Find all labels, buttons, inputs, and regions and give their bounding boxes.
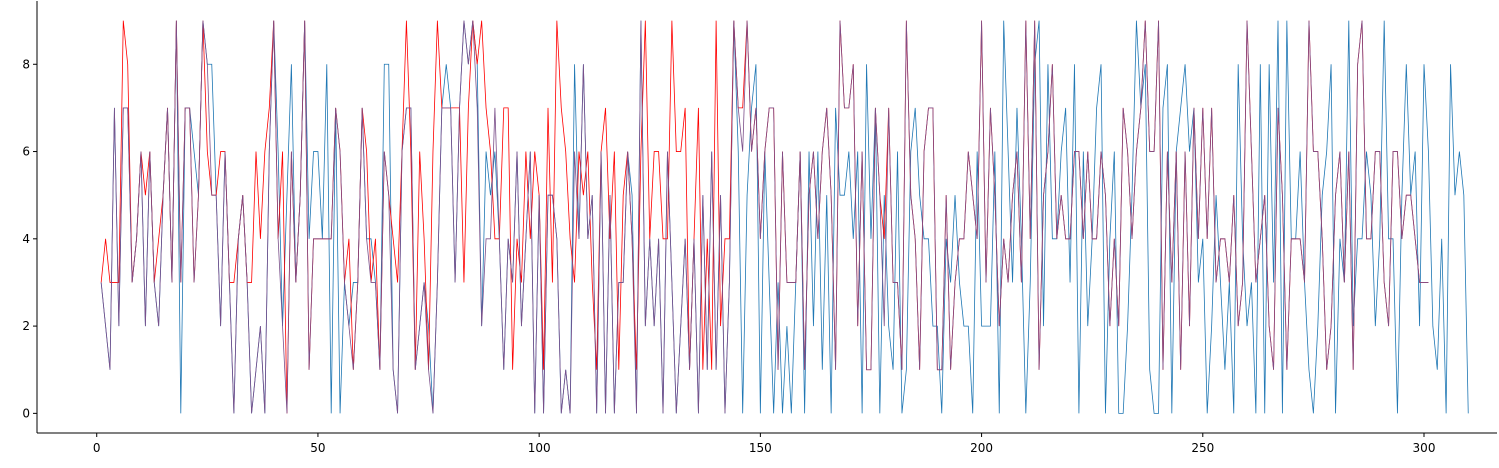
- y-ticks: 0 2 4 6 8: [22, 57, 37, 420]
- x-tick-label: 250: [1191, 441, 1214, 455]
- x-ticks: 0 50 100 150 200 250 300: [93, 433, 1436, 455]
- x-tick-label: 300: [1413, 441, 1436, 455]
- axis-layer: [36, 1, 1497, 434]
- x-tick-label: 100: [528, 441, 551, 455]
- y-tick-label: 8: [22, 57, 30, 71]
- series-line-3: [100, 20, 1429, 414]
- series-layer: [100, 20, 1469, 414]
- x-tick-label: 150: [749, 441, 772, 455]
- y-tick-label: 2: [22, 319, 30, 333]
- x-tick-label: 50: [310, 441, 325, 455]
- y-tick-label: 0: [22, 406, 30, 420]
- x-tick-label: 200: [970, 441, 993, 455]
- y-tick-label: 6: [22, 145, 30, 159]
- y-tick-label: 4: [22, 232, 30, 246]
- x-tick-label: 0: [93, 441, 101, 455]
